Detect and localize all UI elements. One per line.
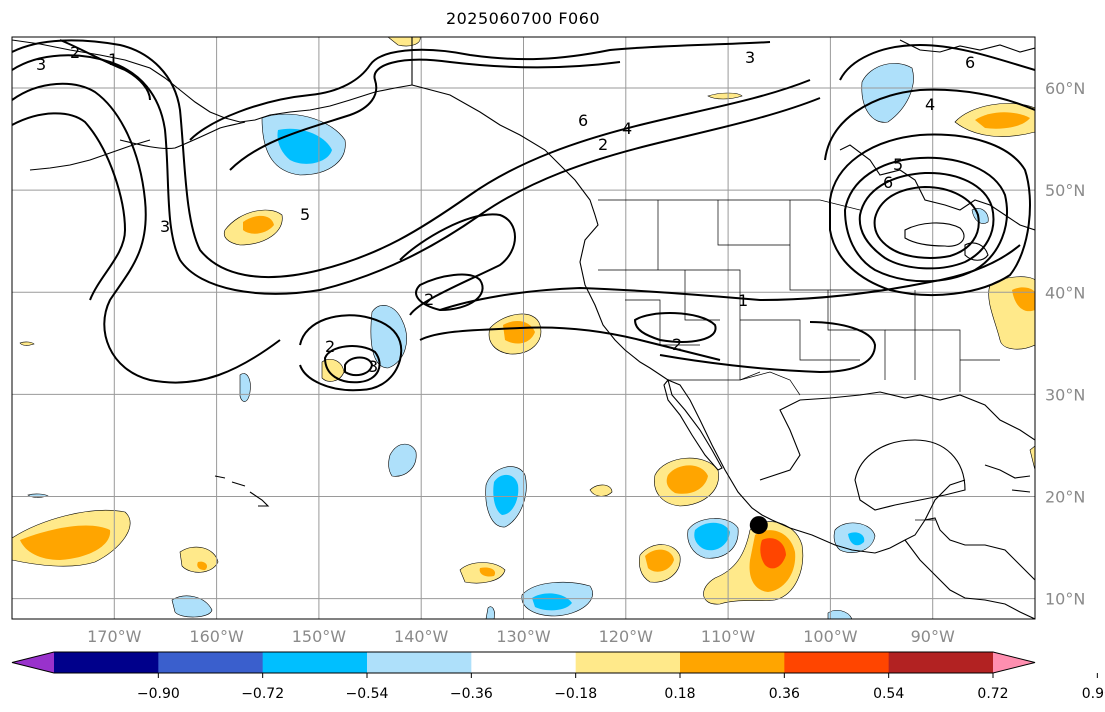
longitude-label: 90°W [911,627,955,646]
colorbar-segment [262,652,368,673]
contour-label: 6 [578,111,588,130]
colorbar-tick-label: 0.90 [1082,686,1105,702]
contour-label: 2 [598,135,608,154]
longitude-label: 110°W [701,627,756,646]
latitude-label: 40°N [1045,283,1085,302]
contour-label: 3 [36,55,46,74]
latitude-label: 10°N [1045,590,1085,609]
colorbar-tick-label: 0.72 [977,686,1008,702]
contour-label: 6 [883,173,893,192]
colorbar-tick-label: −0.36 [450,686,493,702]
latitude-labels: 10°N 20°N 30°N 40°N 50°N 60°N [1045,79,1085,609]
contour-labels: 1 2 2 2 2 2 3 3 3 3 4 4 5 5 6 6 6 1 [36,43,975,376]
colorbar-tick-label: 0.54 [873,686,904,702]
colorbar-tick-label: −0.54 [346,686,389,702]
latitude-label: 60°N [1045,79,1085,98]
contour-label: 3 [745,48,755,67]
latitude-label: 30°N [1045,385,1085,404]
longitude-labels: 170°W 160°W 150°W 140°W 130°W 120°W 110°W 100°W… [87,627,955,646]
colorbar-segment [888,652,994,673]
longitude-label: 130°W [496,627,551,646]
colorbar-segment [680,652,785,673]
colorbar-segment [784,652,890,673]
colorbar-labels: −0.90 −0.72 −0.54 −0.36 −0.18 0.18 0.36 0.54 0.7… [137,673,1105,702]
longitude-label: 100°W [803,627,858,646]
colorbar-extend-low [12,652,54,673]
colorbar-segment [575,652,681,673]
contour-label: 6 [965,53,975,72]
colorbar-extend-high [993,652,1035,673]
contour-label: 2 [672,335,682,354]
colorbar-tick-label: 0.36 [769,686,800,702]
contour-label: 2 [325,337,335,356]
contour-label: 4 [925,95,935,114]
colorbar-segment [54,652,159,673]
longitude-label: 140°W [394,627,449,646]
storm-position-marker [749,516,768,535]
colorbar-segment [367,652,472,673]
contour-label: 4 [622,119,632,138]
colorbar-tick-label: −0.18 [554,686,597,702]
colorbar-segment [471,652,577,673]
colorbar [11,651,1036,674]
colorbar-tick-label: 0.18 [664,686,695,702]
colorbar-outline [11,651,1036,674]
contour-label: 3 [368,357,378,376]
colorbar-segment [158,652,264,673]
map-frame [11,36,1036,620]
contour-lines [12,39,1035,392]
contour-label: 5 [300,205,310,224]
longitude-label: 170°W [87,627,142,646]
latitude-label: 20°N [1045,487,1085,506]
map-title: 2025060700 F060 [445,9,601,28]
contour-label: 3 [160,217,170,236]
map-area: 1 2 2 2 2 2 3 3 3 3 4 4 5 5 6 6 6 1 [12,37,1035,619]
contour-label: 2 [70,43,80,62]
longitude-label: 150°W [292,627,347,646]
colorbar-tick-label: −0.72 [241,686,284,702]
contour-label: 2 [424,290,434,309]
contour-label: 5 [893,155,903,174]
colorbar-tick-label: −0.90 [137,686,180,702]
longitude-label: 120°W [599,627,654,646]
latitude-label: 50°N [1045,181,1085,200]
longitude-label: 160°W [189,627,244,646]
contour-label: 1 [738,291,748,310]
contour-label: 1 [108,50,118,69]
